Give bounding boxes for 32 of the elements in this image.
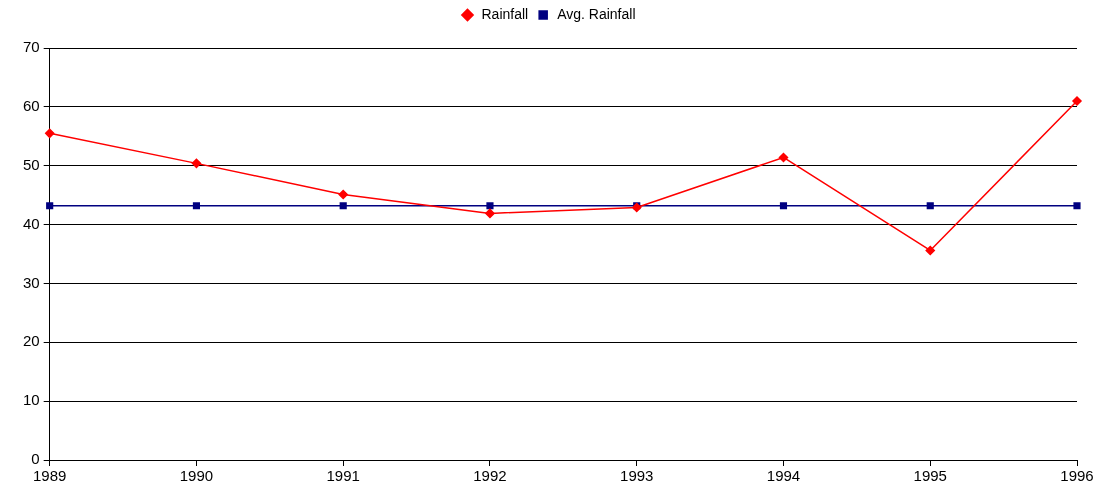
- legend-label: Rainfall: [481, 5, 529, 22]
- point: [1072, 96, 1082, 106]
- y-tick-label: 10: [23, 391, 40, 409]
- x-tick-label: 1994: [766, 467, 801, 485]
- point: [46, 202, 54, 210]
- x-tick-label: 1995: [913, 467, 947, 485]
- point: [485, 208, 495, 219]
- y-tick-label: 20: [23, 332, 40, 350]
- point: [486, 202, 494, 210]
- point: [925, 245, 935, 256]
- legend-label: Avg. Rainfall: [557, 5, 636, 22]
- point: [44, 128, 55, 139]
- point: [339, 202, 347, 210]
- point: [778, 152, 789, 163]
- x-tick-label: 1990: [179, 467, 214, 485]
- point: [1073, 202, 1081, 210]
- x-tick-label: 1989: [33, 467, 67, 485]
- y-tick-label: 50: [23, 155, 40, 173]
- x-tick-label: 1993: [620, 467, 654, 485]
- y-tick-label: 70: [23, 38, 40, 56]
- y-tick-label: 40: [23, 214, 40, 232]
- point: [338, 189, 348, 200]
- point: [779, 202, 788, 210]
- y-tick-label: 60: [23, 97, 40, 114]
- x-tick-label: 1996: [1060, 467, 1094, 485]
- point: [192, 202, 201, 210]
- x-tick-label: 1992: [473, 467, 507, 485]
- point: [191, 158, 202, 169]
- point: [926, 202, 934, 210]
- y-tick-label: 0: [31, 450, 40, 468]
- x-tick-label: 1991: [326, 467, 360, 485]
- y-tick-label: 30: [23, 273, 40, 291]
